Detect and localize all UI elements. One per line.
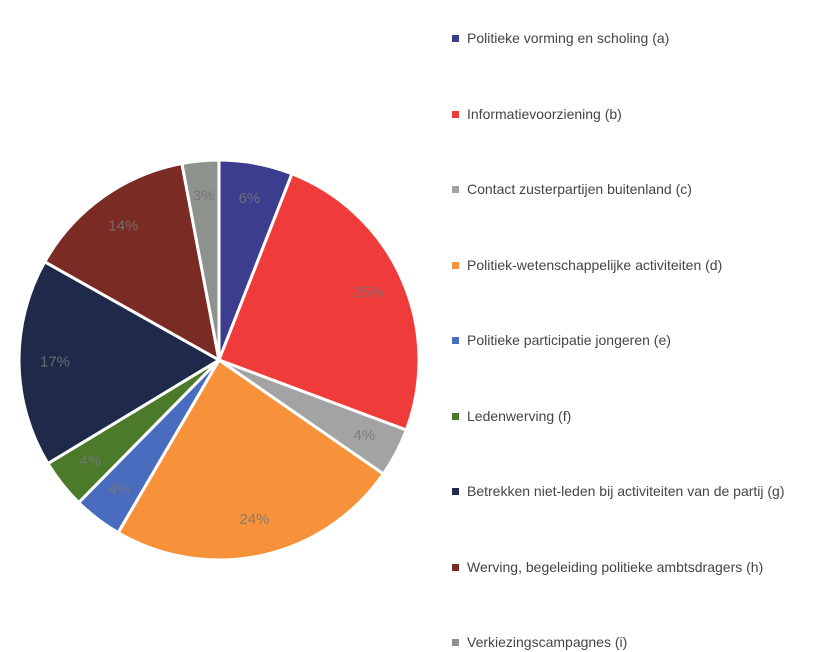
legend-item: Informatievoorziening (b): [452, 104, 832, 124]
legend-item: Politiek-wetenschappelijke activiteiten …: [452, 255, 832, 275]
pie-slice: [217, 171, 421, 432]
legend-label: Informatievoorziening (b): [467, 105, 622, 122]
legend-label: Contact zusterpartijen buitenland (c): [467, 181, 692, 197]
legend-item: Politieke vorming en scholing (a): [452, 28, 832, 48]
legend-swatch: [452, 337, 459, 344]
legend-swatch: [452, 261, 459, 269]
legend-item: Ledenwerving (f): [452, 406, 832, 426]
legend-item: Betrekken niet-leden bij activiteiten va…: [452, 481, 832, 501]
legend-swatch: [452, 35, 459, 42]
legend-item: Politieke participatie jongeren (e): [452, 330, 832, 350]
legend-swatch: [452, 639, 459, 646]
data-label: 6%: [239, 190, 261, 207]
legend-swatch: [452, 563, 459, 571]
pie-slice: [42, 161, 222, 363]
data-label: 4%: [353, 427, 375, 444]
data-label: 3%: [193, 188, 215, 205]
legend-swatch: [452, 488, 459, 495]
data-label: 24%: [239, 511, 269, 528]
data-label: 4%: [108, 481, 130, 498]
legend-swatch: [452, 186, 459, 193]
legend-swatch: [452, 412, 459, 420]
legend-swatch: [452, 110, 459, 118]
legend-label: Betrekken niet-leden bij activiteiten va…: [467, 483, 785, 499]
legend-label: Ledenwerving (f): [467, 407, 572, 424]
data-label: 14%: [108, 218, 138, 235]
legend-item: Werving, begeleiding politieke ambtsdrag…: [452, 557, 832, 577]
legend-label: Verkiezingscampagnes (i): [467, 634, 628, 650]
pie-slice: [116, 357, 386, 562]
data-label: 17%: [40, 354, 70, 371]
pie-slice: [17, 259, 222, 466]
data-label: 25%: [354, 284, 384, 301]
legend-label: Politieke vorming en scholing (a): [467, 30, 670, 46]
data-label: 4%: [79, 453, 101, 470]
legend-label: Politiek-wetenschappelijke activiteiten …: [467, 256, 723, 273]
legend-item: Verkiezingscampagnes (i): [452, 632, 832, 652]
legend-item: Contact zusterpartijen buitenland (c): [452, 179, 832, 199]
pie-slice: [180, 158, 221, 361]
legend-label: Politieke participatie jongeren (e): [467, 332, 671, 348]
legend-label: Werving, begeleiding politieke ambtsdrag…: [467, 558, 764, 575]
